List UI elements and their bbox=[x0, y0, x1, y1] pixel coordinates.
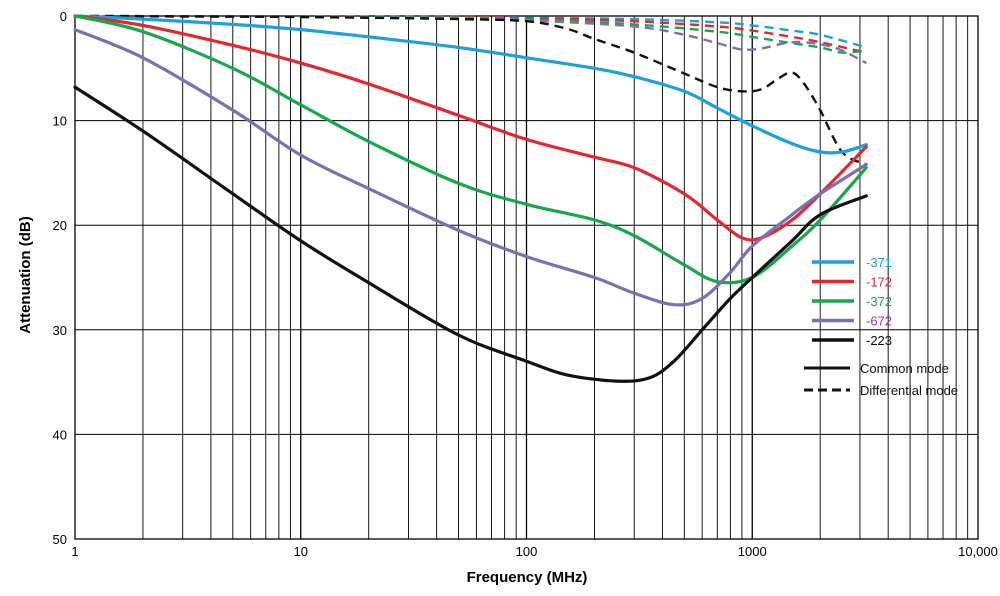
plot-frame bbox=[74, 15, 979, 540]
series-line-672-common bbox=[73, 28, 868, 307]
legend-label: -672 bbox=[866, 314, 892, 329]
y-tick-label: 40 bbox=[53, 427, 67, 442]
legend-label: -172 bbox=[866, 275, 892, 290]
y-tick-label: 20 bbox=[53, 218, 67, 233]
x-tick-label: 1 bbox=[71, 544, 78, 559]
legend-label: -372 bbox=[866, 294, 892, 309]
legend-label: -223 bbox=[866, 333, 892, 348]
legend-label: -371 bbox=[866, 255, 892, 270]
x-tick-label: 100 bbox=[516, 544, 538, 559]
y-tick-label: 50 bbox=[53, 532, 67, 547]
y-tick-labels: 0 10 20 30 40 50 bbox=[53, 9, 67, 547]
series-line-223-differential bbox=[74, 14, 867, 166]
y-tick-label: 0 bbox=[60, 9, 67, 24]
series-lines bbox=[73, 14, 868, 383]
grid bbox=[74, 15, 979, 540]
series-line-223-common bbox=[73, 85, 868, 383]
x-axis-title: Frequency (MHz) bbox=[467, 569, 588, 586]
y-tick-label: 10 bbox=[53, 114, 67, 129]
x-tick-label: 10,000 bbox=[958, 544, 998, 559]
x-tick-labels: 1 10 100 1000 10,000 bbox=[71, 544, 998, 559]
series-line-372-common bbox=[73, 14, 868, 285]
y-axis-title: Attenuation (dB) bbox=[17, 216, 34, 333]
y-tick-label: 30 bbox=[53, 323, 67, 338]
series-line-371-common bbox=[73, 14, 868, 155]
x-tick-label: 10 bbox=[294, 544, 308, 559]
legend-mode-label: Common mode bbox=[860, 361, 949, 376]
series-line-372-differential bbox=[74, 14, 867, 54]
series-line-672-differential bbox=[74, 14, 867, 65]
legend-mode-label: Differential mode bbox=[860, 383, 958, 398]
series-line-172-common bbox=[73, 14, 868, 242]
legend: -371 -172 -372 -672 -223 Common mode Different… bbox=[804, 255, 958, 398]
x-tick-label: 1000 bbox=[738, 544, 767, 559]
